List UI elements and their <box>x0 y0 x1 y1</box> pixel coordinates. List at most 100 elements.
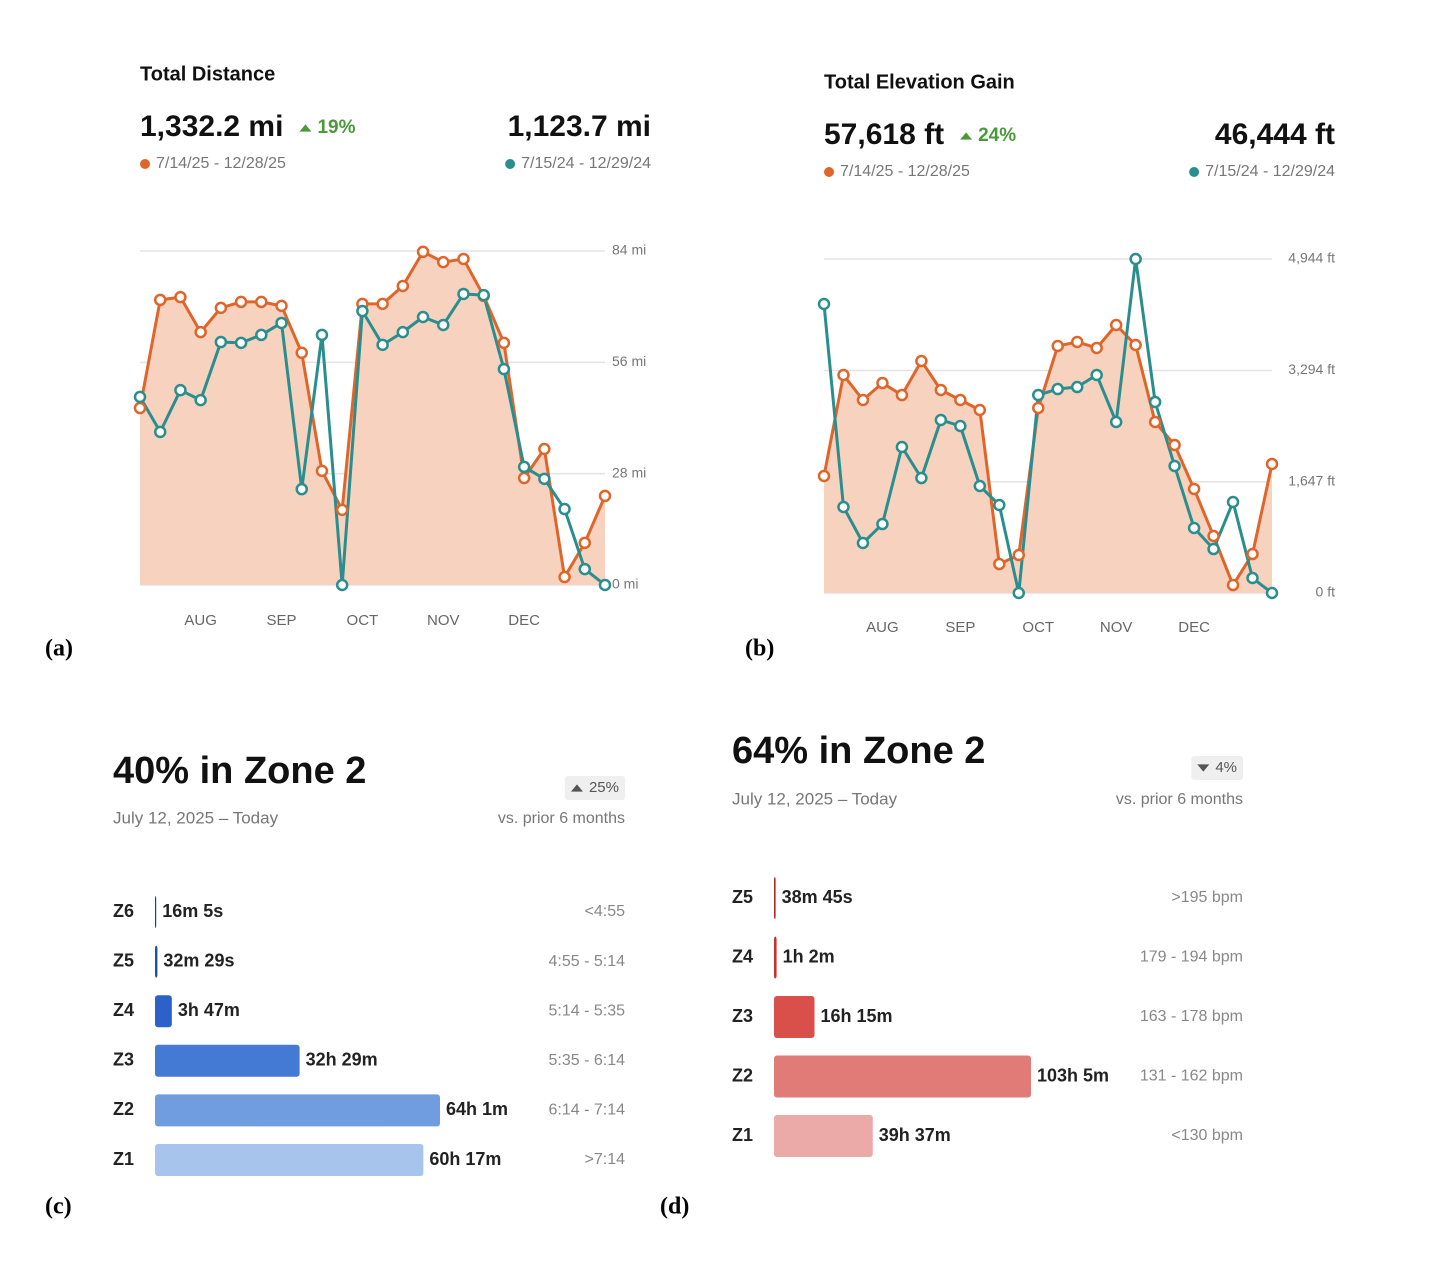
data-point <box>1168 459 1181 473</box>
current-total: 1,332.2 mi <box>140 110 283 143</box>
zone-range: 179 - 194 bpm <box>1140 949 1243 966</box>
data-point <box>598 489 612 503</box>
data-point <box>1187 521 1201 535</box>
data-point <box>538 472 551 486</box>
bar <box>155 1044 300 1077</box>
comparison: vs. prior 6 months <box>1116 791 1243 808</box>
x-tick-label: SEP <box>267 612 297 629</box>
data-point <box>1090 341 1103 355</box>
x-tick-label: AUG <box>866 619 899 636</box>
zone-range: <130 bpm <box>1171 1127 1243 1144</box>
data-point <box>376 338 389 352</box>
value-label: 1h 2m <box>783 946 835 966</box>
chart-title: Total Elevation Gain <box>824 71 1015 93</box>
bar <box>155 1094 440 1127</box>
legend-label: 7/15/24 - 12/29/24 <box>521 155 651 172</box>
panel-label: (d) <box>660 1194 689 1220</box>
y-tick-label: 84 mi <box>612 242 646 258</box>
data-point <box>817 297 831 311</box>
data-point <box>497 362 511 376</box>
data-point <box>876 376 889 390</box>
data-point <box>497 336 511 350</box>
value-label: 3h 47m <box>178 1000 240 1020</box>
zone-label: Z4 <box>732 946 753 966</box>
change-icon <box>570 784 583 792</box>
legend-label: 7/14/25 - 12/28/25 <box>840 163 970 180</box>
legend-marker <box>824 167 834 177</box>
data-point <box>1265 586 1279 600</box>
legend-marker <box>505 159 516 169</box>
legend-label: 7/14/25 - 12/28/25 <box>156 155 286 172</box>
data-point <box>234 336 248 350</box>
data-point <box>234 295 248 309</box>
data-point <box>517 460 531 474</box>
data-point <box>1109 318 1123 332</box>
value-label: 16m 5s <box>162 901 223 921</box>
change-icon <box>299 124 312 132</box>
x-tick-label: DEC <box>508 612 540 629</box>
prior-total: 46,444 ft <box>1215 118 1335 151</box>
bar <box>774 877 776 919</box>
data-point <box>335 503 349 517</box>
data-point <box>396 325 410 339</box>
change-badge <box>564 776 625 800</box>
data-point <box>1129 252 1142 266</box>
value-label: 39h 37m <box>879 1125 951 1145</box>
subtitle: July 12, 2025 – Today <box>113 808 279 827</box>
area <box>140 251 605 586</box>
zone-range: >195 bpm <box>1171 889 1243 906</box>
comparison: vs. prior 6 months <box>498 810 625 827</box>
data-point <box>315 464 329 478</box>
zone-label: Z2 <box>113 1099 134 1119</box>
data-point <box>578 536 592 550</box>
zone-range: 5:14 - 5:35 <box>549 1002 626 1019</box>
data-point <box>993 498 1006 512</box>
change-icon <box>1197 764 1210 772</box>
data-point <box>295 482 308 496</box>
value-label: 60h 17m <box>429 1149 501 1169</box>
data-point <box>295 346 308 360</box>
data-point <box>934 413 948 427</box>
y-tick-label: 28 mi <box>612 464 646 480</box>
data-point <box>1070 380 1084 394</box>
value-label: 32h 29m <box>306 1050 378 1070</box>
y-tick-label: 56 mi <box>612 353 646 369</box>
data-point <box>457 287 470 301</box>
chart-title: Total Distance <box>140 63 275 85</box>
bar <box>155 995 172 1028</box>
data-point <box>194 393 207 407</box>
legend-label: 7/15/24 - 12/29/24 <box>1205 163 1335 180</box>
data-point <box>1246 547 1259 561</box>
area <box>824 325 1272 593</box>
panel-label: (a) <box>45 636 73 662</box>
x-tick-label: OCT <box>1022 619 1054 636</box>
zone-label: Z1 <box>732 1125 753 1145</box>
zone-range: 6:14 - 7:14 <box>549 1102 626 1119</box>
prior-total: 1,123.7 mi <box>508 110 651 143</box>
bar <box>774 1115 873 1157</box>
data-point <box>558 570 571 584</box>
data-point <box>174 290 187 304</box>
y-tick-label: 4,944 ft <box>1288 250 1335 266</box>
bar <box>774 1055 1031 1098</box>
data-point <box>153 293 167 307</box>
data-point <box>915 354 928 368</box>
change-badge <box>1191 756 1243 780</box>
zone-label: Z3 <box>732 1006 753 1026</box>
data-point <box>1109 415 1123 429</box>
change-value: 19% <box>317 117 355 138</box>
data-point <box>1168 438 1181 452</box>
data-point <box>174 383 187 397</box>
change-icon <box>960 132 973 140</box>
zone-range: 4:55 - 5:14 <box>549 953 626 970</box>
chart-title: 64% in Zone 2 <box>732 730 985 772</box>
data-point <box>437 255 450 269</box>
data-point <box>1129 338 1142 352</box>
x-tick-label: SEP <box>945 619 975 636</box>
value-label: 64h 1m <box>446 1099 508 1119</box>
zone-range: <4:55 <box>585 903 626 920</box>
y-tick-label: 0 mi <box>612 576 638 592</box>
data-point <box>895 388 909 402</box>
data-point <box>133 401 147 415</box>
